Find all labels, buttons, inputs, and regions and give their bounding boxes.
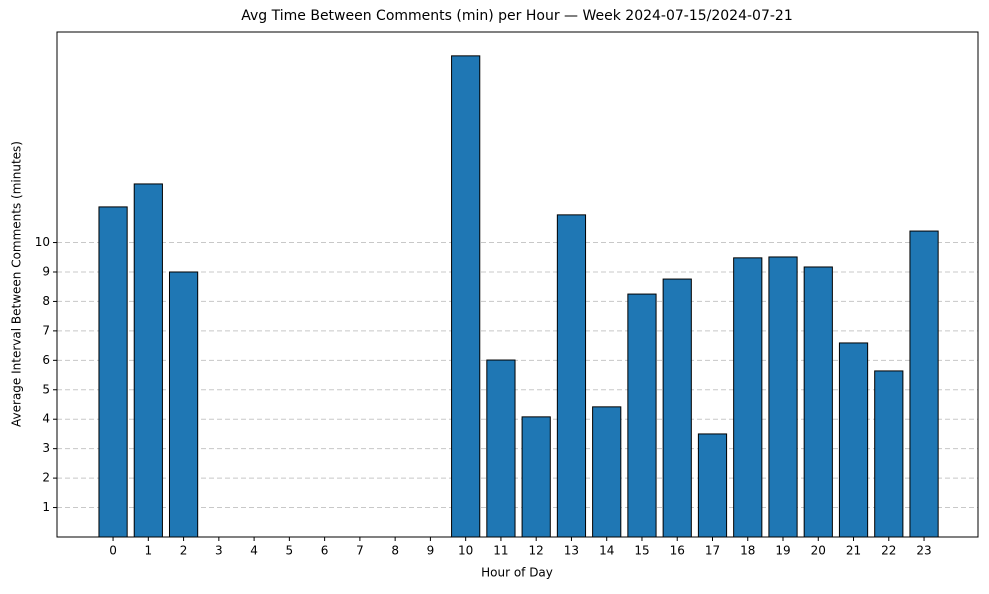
y-tick-label: 8 bbox=[42, 294, 50, 308]
y-tick-label: 5 bbox=[42, 382, 50, 396]
bar bbox=[733, 257, 763, 538]
x-tick-label: 6 bbox=[321, 544, 329, 558]
y-tick-label: 9 bbox=[42, 264, 50, 278]
bar bbox=[98, 206, 128, 538]
plot-frame bbox=[56, 31, 979, 538]
bar bbox=[662, 278, 692, 538]
y-tick-label: 4 bbox=[42, 412, 50, 426]
x-tick-label: 20 bbox=[811, 544, 826, 558]
x-tick-label: 3 bbox=[215, 544, 223, 558]
y-axis-label: Average Interval Between Comments (minut… bbox=[10, 141, 24, 427]
y-tick-label: 6 bbox=[42, 353, 50, 367]
x-tick-label: 2 bbox=[180, 544, 188, 558]
y-tick-label: 3 bbox=[42, 441, 50, 455]
bar bbox=[592, 406, 622, 538]
y-tick-label: 7 bbox=[42, 323, 50, 337]
x-tick-label: 17 bbox=[705, 544, 720, 558]
x-tick-label: 10 bbox=[458, 544, 473, 558]
bar bbox=[451, 55, 481, 538]
bar bbox=[874, 370, 904, 538]
bar bbox=[909, 230, 939, 538]
y-tick-label: 10 bbox=[35, 235, 50, 249]
x-tick-label: 12 bbox=[529, 544, 544, 558]
x-tick-label: 15 bbox=[634, 544, 649, 558]
x-tick-label: 5 bbox=[286, 544, 294, 558]
bar bbox=[521, 416, 551, 538]
x-tick-label: 13 bbox=[564, 544, 579, 558]
x-tick-label: 7 bbox=[356, 544, 364, 558]
chart-title: Avg Time Between Comments (min) per Hour… bbox=[241, 8, 792, 24]
x-tick-label: 11 bbox=[493, 544, 508, 558]
x-tick-label: 22 bbox=[881, 544, 896, 558]
x-tick-label: 9 bbox=[427, 544, 435, 558]
x-tick-label: 16 bbox=[670, 544, 685, 558]
x-axis-label: Hour of Day bbox=[481, 566, 553, 580]
x-tick-label: 8 bbox=[391, 544, 399, 558]
bar bbox=[168, 271, 199, 538]
bar bbox=[697, 433, 728, 538]
bar bbox=[768, 256, 798, 538]
y-tick-label: 2 bbox=[42, 471, 50, 485]
bar bbox=[803, 266, 833, 538]
x-tick-label: 4 bbox=[250, 544, 258, 558]
y-tick-label: 1 bbox=[42, 500, 50, 514]
bar bbox=[556, 214, 587, 538]
bar bbox=[486, 359, 516, 538]
x-tick-label: 18 bbox=[740, 544, 755, 558]
x-tick-label: 23 bbox=[916, 544, 931, 558]
x-tick-label: 0 bbox=[109, 544, 117, 558]
bar bbox=[133, 183, 163, 538]
bar bbox=[838, 342, 869, 538]
x-tick-label: 19 bbox=[775, 544, 790, 558]
x-tick-label: 1 bbox=[145, 544, 153, 558]
x-tick-label: 21 bbox=[846, 544, 861, 558]
bar bbox=[627, 293, 657, 538]
x-tick-label: 14 bbox=[599, 544, 614, 558]
